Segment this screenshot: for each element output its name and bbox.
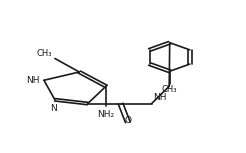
- Text: NH: NH: [153, 93, 166, 102]
- Text: CH₃: CH₃: [162, 85, 177, 94]
- Text: NH: NH: [27, 76, 40, 85]
- Text: CH₃: CH₃: [37, 49, 52, 58]
- Text: NH₂: NH₂: [97, 110, 115, 119]
- Text: N: N: [50, 104, 57, 113]
- Text: O: O: [124, 116, 131, 125]
